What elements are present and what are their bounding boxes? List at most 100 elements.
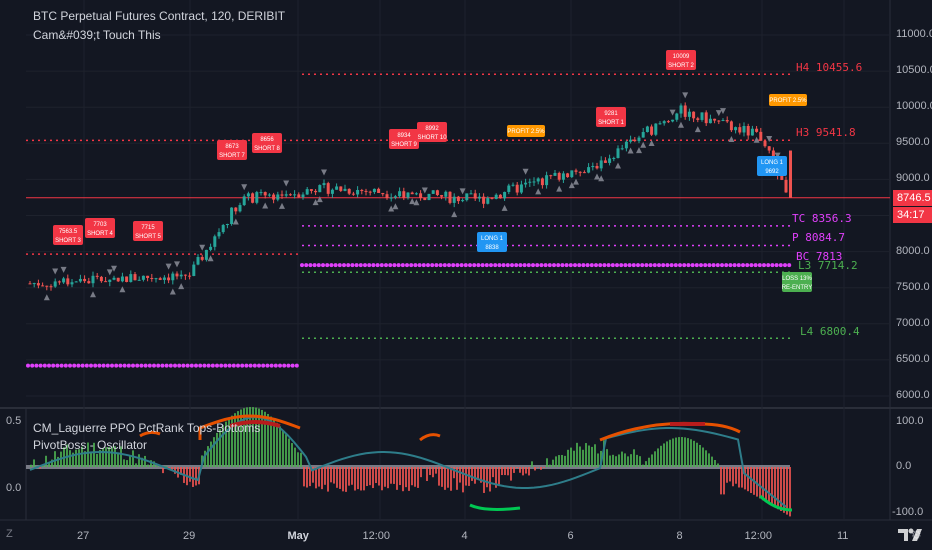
histogram-bar xyxy=(735,467,737,484)
pivot-dot xyxy=(51,363,56,368)
candle-body xyxy=(196,257,200,265)
histogram-bar xyxy=(519,467,521,473)
histogram-bar xyxy=(585,443,587,467)
histogram-bar xyxy=(540,467,542,470)
histogram-bar xyxy=(435,467,437,474)
candle-body xyxy=(301,194,305,198)
indicator-laguerre-label[interactable]: CM_Laguerre PPO PctRank Tops-Bottoms xyxy=(33,421,261,435)
pivot-dot xyxy=(177,363,182,368)
histogram-bar xyxy=(378,467,380,486)
pivot-dot xyxy=(501,263,506,268)
candle-body xyxy=(545,175,549,186)
pivot-dot xyxy=(97,363,102,368)
histogram-bar xyxy=(369,467,371,486)
price-tick-label: 9500.0 xyxy=(896,136,930,149)
pivot-dot xyxy=(531,263,535,268)
triangle-marker xyxy=(241,184,248,191)
pivot-dot xyxy=(594,263,598,268)
pivot-dot xyxy=(278,363,282,368)
pivot-dot xyxy=(379,263,384,268)
histogram-bar xyxy=(603,440,605,467)
histogram-bar xyxy=(660,445,662,467)
pivot-dot xyxy=(248,363,253,368)
triangle-marker xyxy=(678,121,684,128)
candle-body xyxy=(377,188,381,193)
pivot-dot xyxy=(476,263,481,268)
histogram-bar xyxy=(699,444,701,467)
candle-body xyxy=(204,249,208,260)
triangle-marker xyxy=(90,291,96,298)
histogram-bar xyxy=(117,452,119,467)
histogram-bar xyxy=(315,467,317,489)
candle-body xyxy=(519,184,523,193)
pivot-dot xyxy=(173,363,177,368)
candle-body xyxy=(66,278,70,285)
candle-body xyxy=(209,246,213,250)
histogram-bar xyxy=(414,467,416,487)
laguerre-bottom-curve xyxy=(469,503,521,511)
signal-text: SHORT 1 xyxy=(598,120,624,126)
pivot-dot xyxy=(400,263,405,268)
histogram-bar xyxy=(447,467,449,488)
time-tick-label: 27 xyxy=(77,530,90,542)
candle-body xyxy=(120,276,124,282)
histogram-bar xyxy=(621,451,623,467)
indicator-pivotboss-label[interactable]: PivotBoss - Oscillator xyxy=(33,438,148,452)
histogram-bar xyxy=(282,430,284,467)
timezone-button[interactable]: Z xyxy=(6,528,13,540)
candle-body xyxy=(267,194,271,196)
histogram-bar xyxy=(135,463,137,467)
histogram-bar xyxy=(663,443,665,467)
histogram-bar xyxy=(624,453,626,467)
histogram-bar xyxy=(525,467,527,474)
signal-text: 8656 xyxy=(260,137,274,143)
histogram-bar xyxy=(279,426,281,467)
pivot-dot xyxy=(290,363,295,368)
candle-body xyxy=(221,225,225,233)
candle-body xyxy=(297,194,301,198)
signal-text: PROFIT 2.5% xyxy=(507,129,545,135)
histogram-bar xyxy=(756,467,758,497)
candle-body xyxy=(70,282,74,285)
signal-text: SHORT 8 xyxy=(254,146,280,152)
candle-body xyxy=(734,127,738,131)
histogram-bar xyxy=(189,467,191,482)
histogram-bar xyxy=(630,454,632,467)
histogram-bar xyxy=(597,453,599,467)
triangle-marker xyxy=(648,140,655,147)
pivot-dot xyxy=(316,263,321,268)
triangle-marker xyxy=(321,169,327,176)
signal-label xyxy=(417,122,447,142)
pivot-dot xyxy=(438,263,443,268)
histogram-bar xyxy=(51,459,53,467)
candle-body xyxy=(318,185,322,193)
histogram-bar xyxy=(54,451,56,467)
histogram-bar xyxy=(687,438,689,467)
histogram-bar xyxy=(492,467,494,478)
pivot-dot xyxy=(573,263,577,268)
oscillator-tick-label: 0.0 xyxy=(896,460,912,472)
pivot-dot xyxy=(333,263,338,268)
histogram-bar xyxy=(318,467,320,487)
histogram-bar xyxy=(570,447,572,467)
pivot-dot xyxy=(766,263,771,268)
candle-body xyxy=(612,157,616,159)
pivot-dot xyxy=(30,363,35,368)
pivot-dot xyxy=(337,263,342,268)
histogram-bar xyxy=(348,467,350,486)
candle-body xyxy=(713,118,717,121)
triangle-marker xyxy=(459,188,466,195)
pivot-dot xyxy=(84,363,89,368)
candle-body xyxy=(742,125,746,133)
candle-body xyxy=(263,192,267,196)
histogram-bar xyxy=(96,453,98,467)
signal-text: 8673 xyxy=(225,144,239,150)
histogram-bar xyxy=(771,467,773,506)
candle-body xyxy=(238,205,242,212)
pivot-dot xyxy=(581,263,586,268)
pivot-dot xyxy=(294,363,299,368)
pivot-dot xyxy=(770,263,775,268)
pivot-dot xyxy=(421,263,426,268)
histogram-bar xyxy=(672,438,674,467)
